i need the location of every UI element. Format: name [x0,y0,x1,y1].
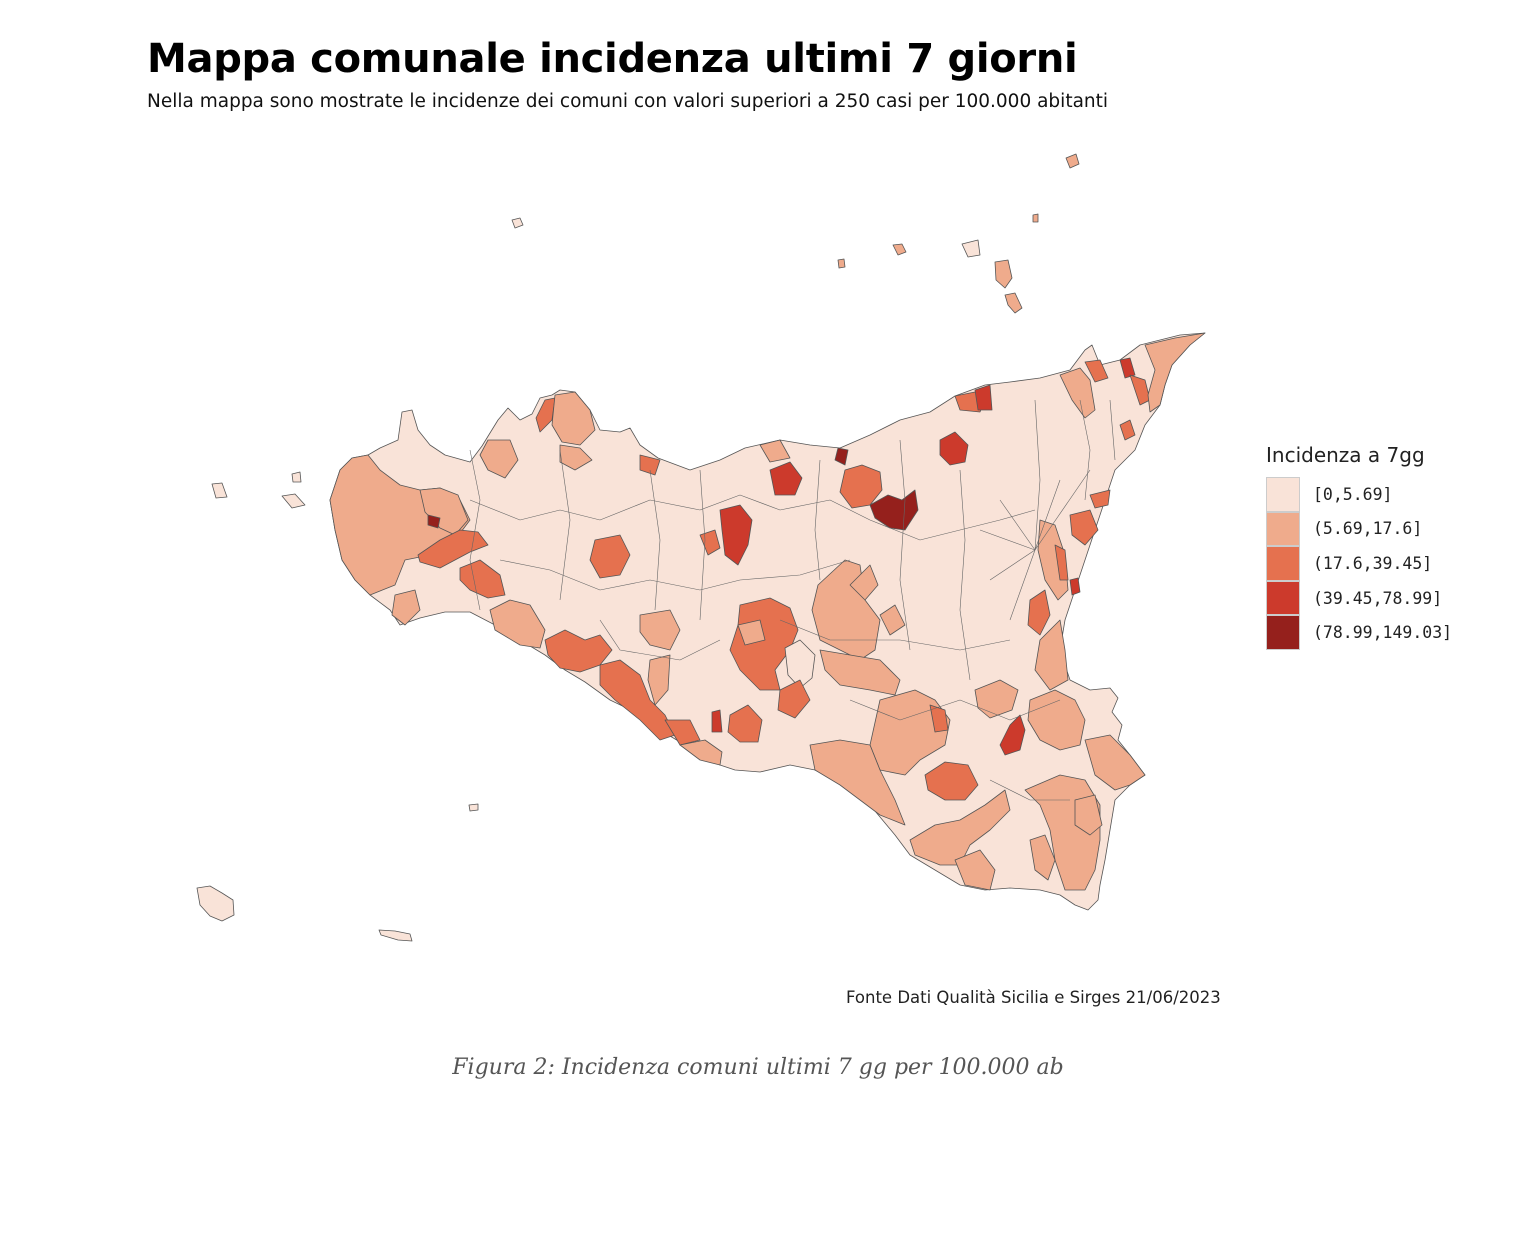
map-subtitle: Nella mappa sono mostrate le incidenze d… [147,91,1109,112]
data-source-note: Fonte Dati Qualità Sicilia e Sirges 21/0… [846,988,1221,1007]
legend-item: (17.6,39.45] [1266,546,1452,581]
island-lipari [994,259,1013,289]
legend-label: (39.45,78.99] [1313,588,1443,608]
legend-swatch [1266,477,1300,512]
legend-item: [0,5.69] [1266,477,1452,512]
legend-item: (5.69,17.6] [1266,511,1452,547]
map-title: Mappa comunale incidenza ultimi 7 giorni [147,36,1078,82]
island-vulcano [1004,292,1023,314]
legend-item: (78.99,149.03] [1266,615,1452,650]
map-legend: Incidenza a 7gg [0,5.69] (5.69,17.6] (17… [1266,443,1452,650]
island-panarea [1032,213,1039,223]
legend-label: (5.69,17.6] [1313,519,1423,539]
figure-caption: Figura 2: Incidenza comuni ultimi 7 gg p… [452,1055,1064,1080]
island-lampedusa [378,929,413,942]
legend-label: (78.99,149.03] [1313,623,1453,643]
legend-label: (17.6,39.45] [1313,553,1433,573]
island-salina [961,239,981,258]
legend-swatch [1266,580,1300,616]
island-levanzo [291,471,302,483]
legend-label: [0,5.69] [1313,484,1393,504]
island-marettimo [211,482,228,499]
island-pantelleria [196,885,235,922]
island-alicudi [837,258,846,269]
island-ustica [511,217,524,229]
legend-item: (39.45,78.99] [1266,580,1452,616]
legend-swatch [1266,615,1300,650]
legend-swatch [1266,511,1300,547]
island-filicudi [892,243,907,256]
island-stromboli [1065,153,1080,169]
legend-title: Incidenza a 7gg [1266,443,1425,467]
island-linosa [468,803,479,812]
island-favignana [281,493,306,509]
legend-swatch [1266,546,1300,581]
